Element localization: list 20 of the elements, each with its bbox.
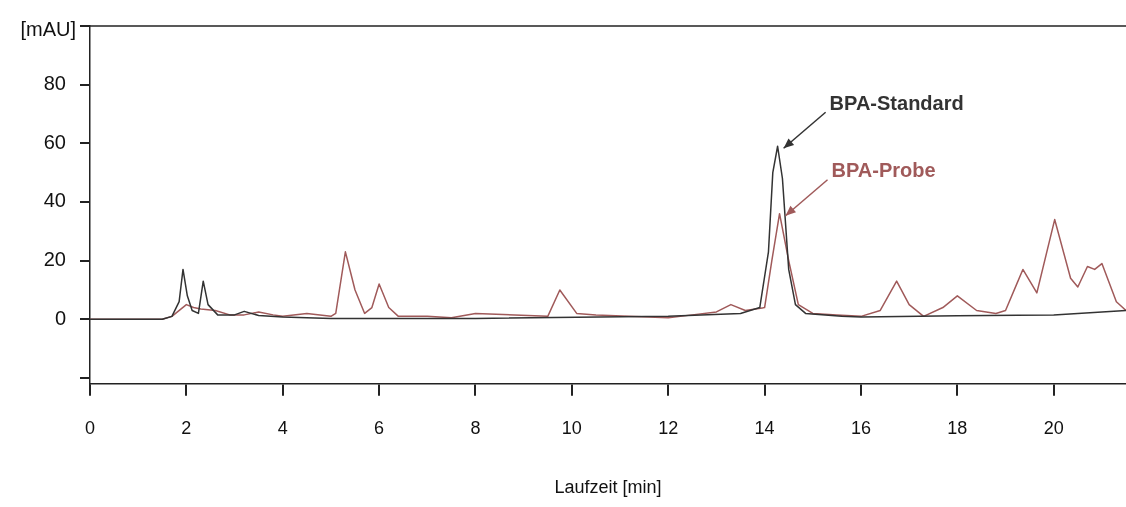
y-tick-label: 60 xyxy=(43,130,66,153)
text: BPA-Probe xyxy=(831,159,936,182)
x-tick-label: 10 xyxy=(561,417,582,438)
x-tick-label: 18 xyxy=(947,417,968,438)
x-tick-label: 2 xyxy=(181,417,192,438)
y-tick-label: 40 xyxy=(43,189,66,212)
y-tick-label: 80 xyxy=(43,72,66,95)
y-tick-label: 20 xyxy=(43,248,66,271)
x-tick-label: 0 xyxy=(84,417,96,438)
x-tick-label: 8 xyxy=(470,417,481,438)
x-axis-title: Laufzeit [min] xyxy=(554,477,662,498)
x-tick-label: 16 xyxy=(850,417,871,438)
x-tick-label: 12 xyxy=(658,417,679,438)
x-tick-label: 20 xyxy=(1043,417,1064,438)
y-axis-title: [mAU] xyxy=(20,17,76,40)
x-tick-label: 4 xyxy=(277,417,288,438)
x-tick-label: 6 xyxy=(374,417,385,438)
text: BPA-Standard xyxy=(829,91,964,114)
y-tick-label: 0 xyxy=(54,306,66,329)
x-tick-label: 14 xyxy=(754,417,775,438)
